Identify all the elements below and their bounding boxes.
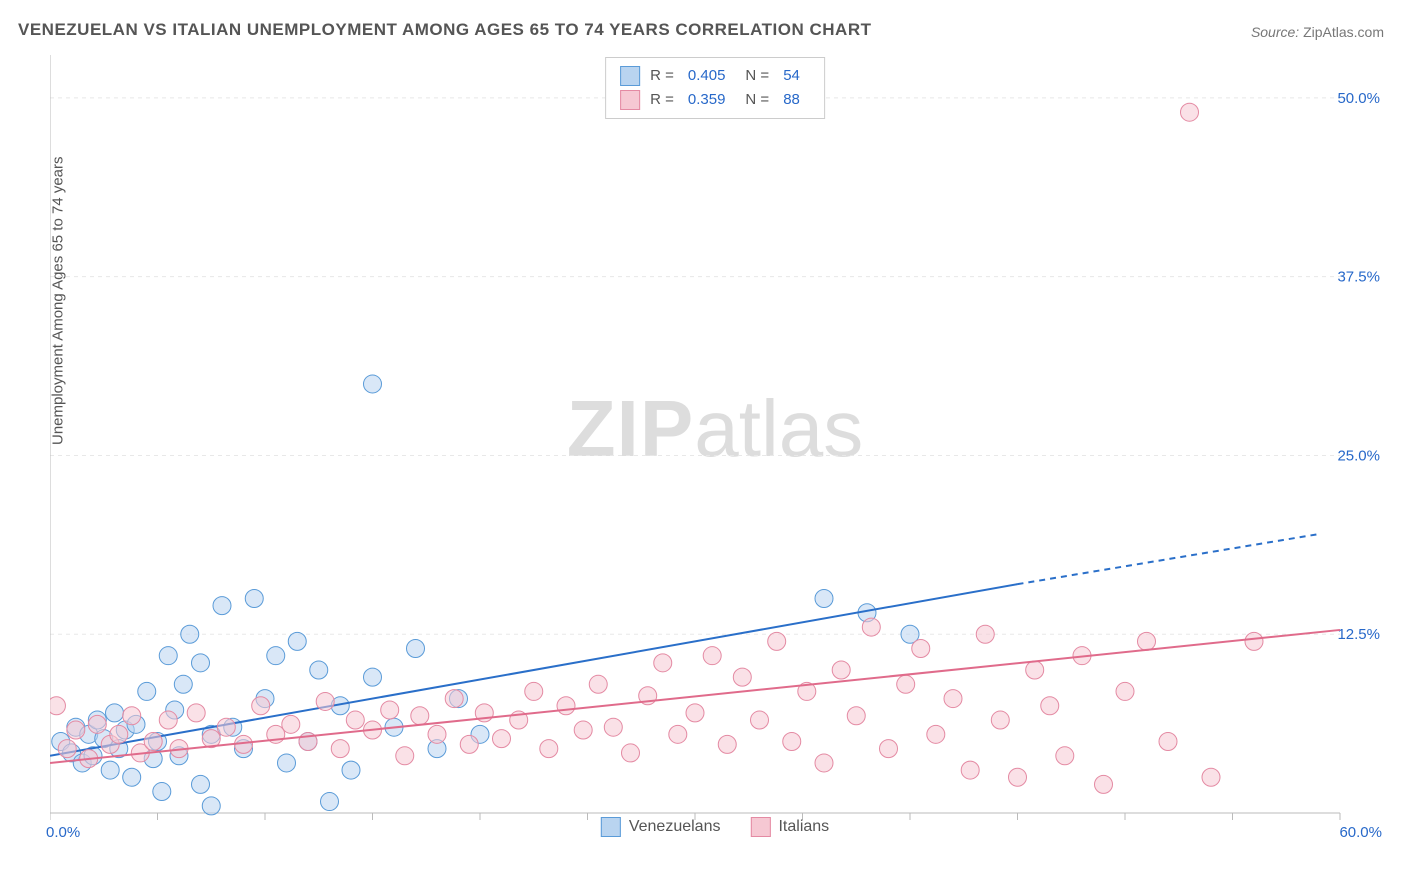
x-max-label: 60.0% bbox=[1339, 824, 1382, 841]
source-label: Source: bbox=[1251, 24, 1299, 40]
legend-item: Italians bbox=[750, 817, 829, 837]
correlation-legend: R = 0.405 N = 54 R = 0.359 N = 88 bbox=[605, 57, 825, 119]
legend-swatch-icon bbox=[620, 90, 640, 110]
chart-area: Unemployment Among Ages 65 to 74 years Z… bbox=[50, 55, 1380, 835]
source-attribution: Source: ZipAtlas.com bbox=[1251, 24, 1384, 40]
scatter-plot: 12.5% 25.0% 37.5% 50.0% bbox=[50, 55, 1380, 835]
legend-row: R = 0.405 N = 54 bbox=[620, 64, 810, 88]
legend-swatch-icon bbox=[620, 66, 640, 86]
n-label: N = bbox=[745, 64, 769, 88]
legend-label: Venezuelans bbox=[629, 818, 721, 836]
r-value: 0.359 bbox=[688, 88, 726, 112]
svg-text:50.0%: 50.0% bbox=[1337, 90, 1380, 107]
svg-text:25.0%: 25.0% bbox=[1337, 447, 1380, 464]
legend-label: Italians bbox=[778, 818, 829, 836]
n-value: 88 bbox=[783, 88, 800, 112]
svg-text:12.5%: 12.5% bbox=[1337, 626, 1380, 643]
x-origin-label: 0.0% bbox=[46, 824, 80, 841]
legend-swatch-icon bbox=[601, 817, 621, 837]
n-value: 54 bbox=[783, 64, 800, 88]
legend-row: R = 0.359 N = 88 bbox=[620, 88, 810, 112]
chart-title: VENEZUELAN VS ITALIAN UNEMPLOYMENT AMONG… bbox=[18, 20, 872, 40]
legend-swatch-icon bbox=[750, 817, 770, 837]
r-value: 0.405 bbox=[688, 64, 726, 88]
source-value: ZipAtlas.com bbox=[1303, 24, 1384, 40]
r-label: R = bbox=[650, 88, 674, 112]
svg-text:37.5%: 37.5% bbox=[1337, 269, 1380, 286]
n-label: N = bbox=[745, 88, 769, 112]
legend-item: Venezuelans bbox=[601, 817, 721, 837]
r-label: R = bbox=[650, 64, 674, 88]
series-legend: Venezuelans Italians bbox=[601, 817, 829, 837]
